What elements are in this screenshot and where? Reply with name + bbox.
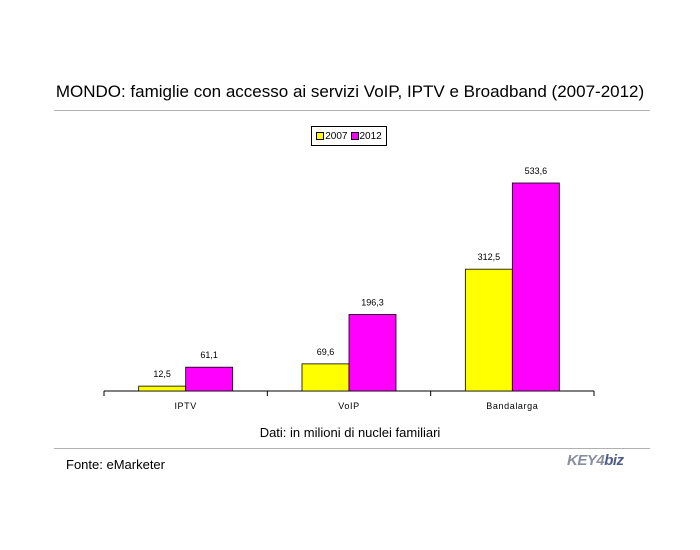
data-label-voip-2012: 196,3 [361, 297, 384, 307]
data-label-iptv-2007: 12,5 [153, 369, 171, 379]
legend: 2007 2012 [311, 126, 387, 146]
bar-iptv-2007 [138, 385, 187, 392]
bottom-divider [54, 448, 650, 449]
data-label-iptv-2012: 61,1 [200, 350, 218, 360]
bar-iptv-2012 [185, 366, 234, 392]
source-label: Fonte: eMarketer [66, 457, 165, 472]
legend-item-2007: 2007 [316, 130, 348, 142]
legend-item-2012: 2012 [350, 130, 382, 142]
key4biz-logo: KEY4biz [567, 452, 624, 469]
data-label-voip-2007: 69,6 [317, 347, 335, 357]
x-tick-label-bandalarga: Bandalarga [486, 401, 538, 411]
x-tick-label-iptv: IPTV [174, 401, 196, 411]
x-tick-label-voip: VoIP [338, 401, 359, 411]
legend-swatch-2007 [316, 132, 325, 140]
legend-swatch-2012 [350, 132, 359, 140]
bar-voip-2012 [348, 314, 397, 392]
legend-label-2012: 2012 [359, 130, 382, 142]
chart-title: MONDO: famiglie con accesso ai servizi V… [55, 82, 645, 101]
data-label-bandalarga-2007: 312,5 [478, 252, 501, 262]
bar-bandalarga-2012 [511, 182, 560, 392]
legend-label-2007: 2007 [325, 130, 348, 142]
data-note: Dati: in milioni di nuclei familiari [259, 425, 441, 440]
data-label-bandalarga-2012: 533,6 [525, 166, 548, 176]
bar-voip-2007 [301, 363, 350, 392]
top-divider [54, 110, 650, 111]
bar-bandalarga-2007 [464, 268, 513, 392]
